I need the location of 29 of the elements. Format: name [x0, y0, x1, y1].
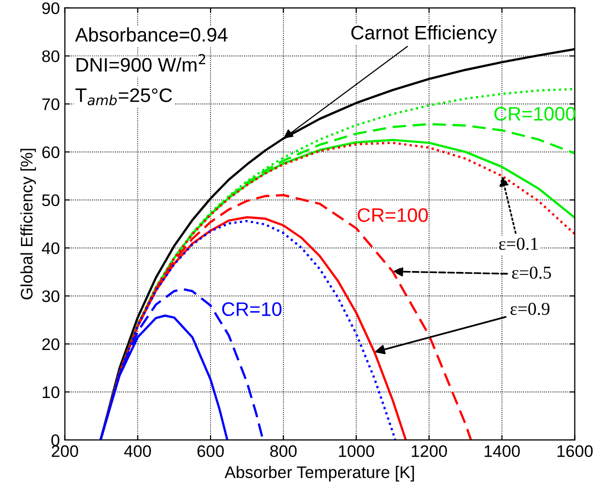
y-tick-label: 40 — [42, 242, 60, 254]
x-tick-label: 1200 — [412, 445, 447, 458]
y-tick-label: 20 — [42, 338, 60, 350]
y-tick-label: 70 — [42, 98, 60, 110]
y-tick-label: 30 — [42, 290, 60, 302]
y-axis-title: Global Efficiency [%] — [20, 148, 36, 300]
x-tick-label: 1400 — [484, 445, 520, 458]
annotation: CR=10 — [222, 302, 282, 316]
y-tick-label: 0 — [51, 434, 60, 446]
x-tick-label: 600 — [197, 445, 224, 458]
x-tick-label: 800 — [270, 445, 297, 458]
y-tick-label: 80 — [42, 50, 60, 62]
annotation: ε=0.5 — [512, 266, 552, 279]
x-tick-label: 200 — [52, 445, 78, 458]
y-tick-label: 90 — [42, 2, 60, 14]
annotation: T$_{amb}$=25°C — [75, 88, 172, 106]
annotation: ε=0.1 — [499, 238, 538, 250]
x-tick-label: 1600 — [558, 445, 593, 458]
y-tick-label: 60 — [42, 146, 60, 158]
x-axis-title: Absorber Temperature [K] — [224, 466, 414, 482]
annotation: Absorbance=0.94 — [75, 27, 228, 42]
annotation: Carnot Efficiency — [351, 25, 497, 44]
x-tick-label: 400 — [124, 445, 151, 458]
annotation: DNI=900 W/m$^{2}$ — [76, 54, 206, 72]
annotation: ε=0.9 — [510, 302, 550, 316]
y-tick-label: 10 — [42, 386, 60, 398]
y-tick-label: 50 — [42, 194, 60, 206]
annotation: CR=100 — [358, 208, 428, 222]
x-tick-label: 1000 — [338, 445, 374, 458]
